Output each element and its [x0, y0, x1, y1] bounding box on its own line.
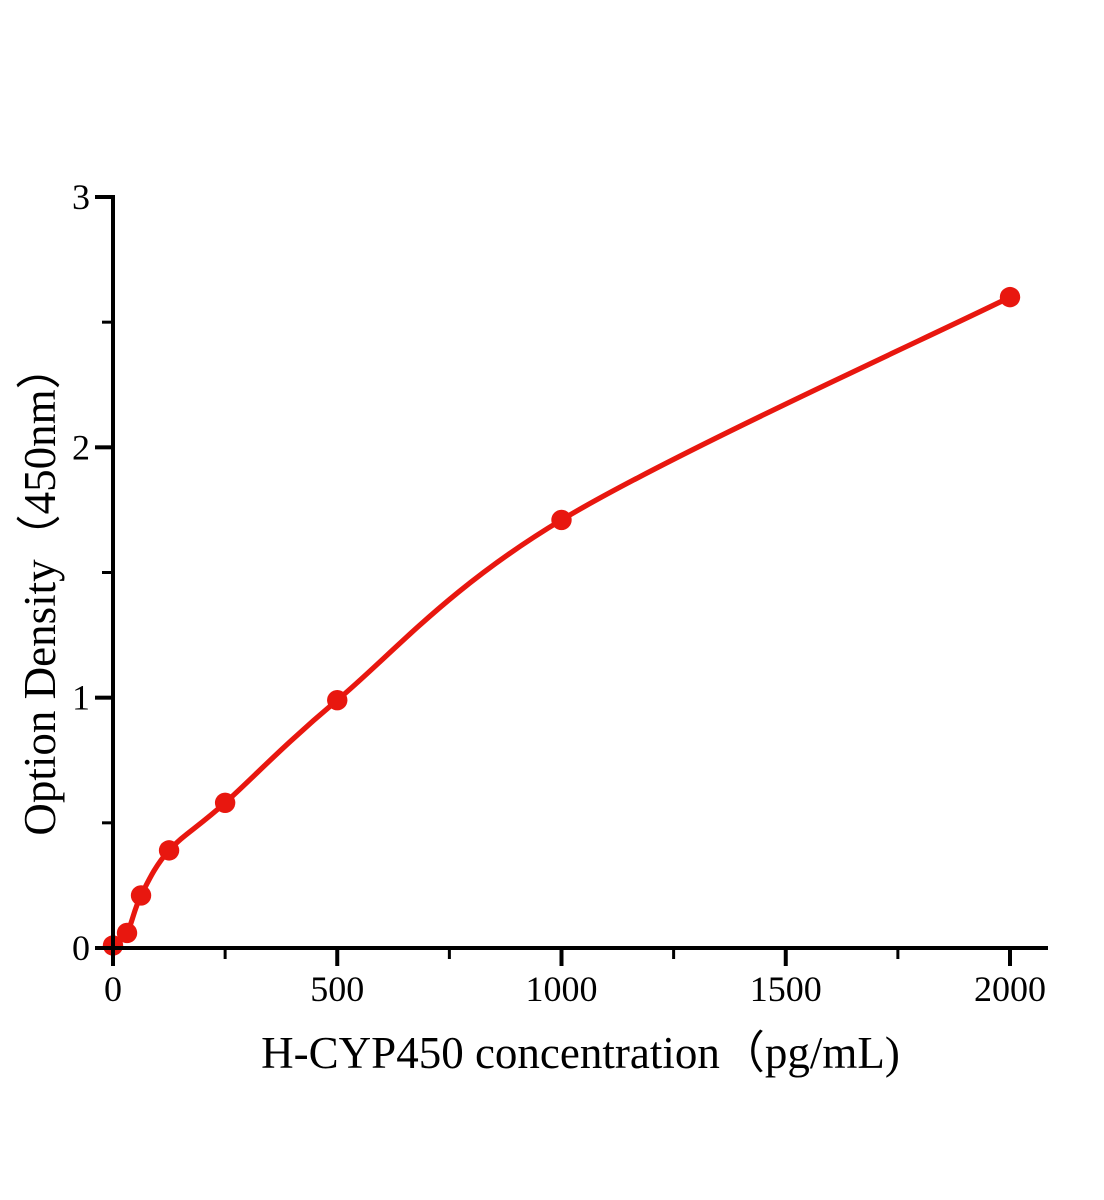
y-axis-title: Option Density（450nm） — [15, 344, 65, 836]
x-tick-label: 2000 — [974, 969, 1046, 1009]
y-tick-label: 3 — [72, 177, 90, 217]
data-point-250 — [214, 792, 236, 814]
data-point-62.5 — [130, 885, 152, 906]
y-tick-label: 2 — [72, 427, 90, 467]
y-tick-label: 0 — [72, 928, 90, 968]
data-point-2000 — [999, 286, 1021, 308]
data-point-31.25 — [116, 922, 138, 944]
data-point-125 — [158, 840, 180, 861]
fit-curve — [110, 294, 1013, 949]
x-tick-label: 0 — [104, 969, 122, 1009]
x-tick-label: 1000 — [526, 969, 598, 1009]
x-tick-label: 1500 — [750, 969, 822, 1009]
x-tick-label: 500 — [310, 969, 364, 1009]
y-tick-label: 1 — [72, 678, 90, 718]
data-point-1000 — [551, 509, 572, 531]
data-point-500 — [327, 689, 348, 711]
x-axis-title: H-CYP450 concentration（pg/mL) — [261, 1028, 900, 1078]
